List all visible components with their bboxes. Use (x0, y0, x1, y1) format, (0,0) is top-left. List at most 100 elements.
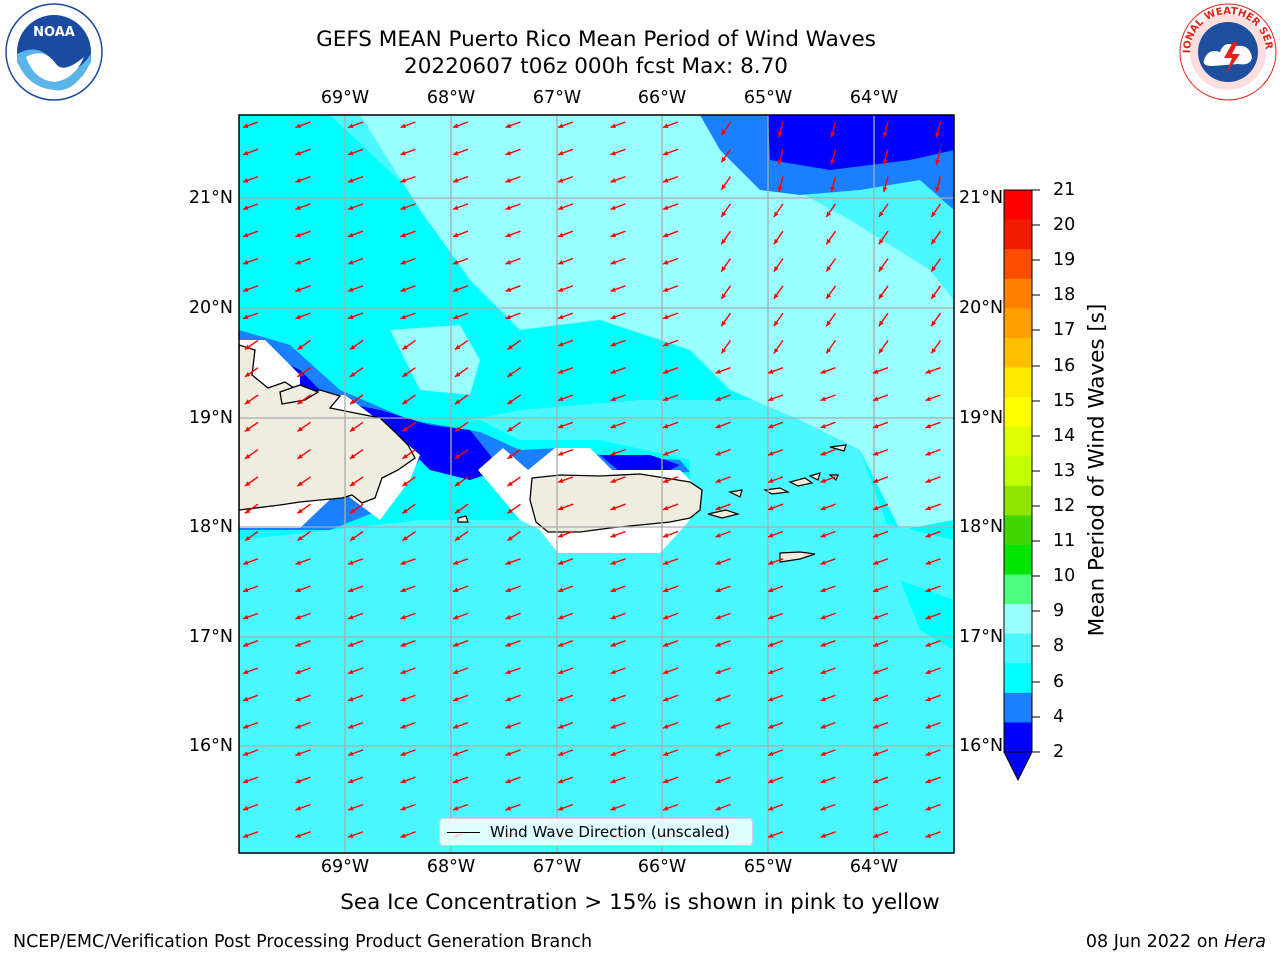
wind-wave-vector-head (931, 238, 937, 245)
land-hispaniola (239, 344, 416, 511)
wind-wave-vector-head (557, 232, 564, 238)
wind-wave-vector-head (452, 560, 459, 565)
wind-wave-vector-head (452, 778, 459, 784)
wind-wave-vector-head (826, 211, 832, 218)
wind-wave-vector-head (297, 481, 303, 487)
wind-wave-vector-head (872, 423, 879, 429)
wind-wave-vector-head (826, 348, 832, 354)
map-legend: Wind Wave Direction (unscaled) (439, 818, 753, 846)
wind-wave-vector-head (242, 614, 249, 620)
lon-label: 67°W (532, 857, 582, 877)
wind-wave-vector-head (347, 232, 354, 238)
wind-wave-vector-head (242, 778, 249, 784)
colorbar-tick: 21 (1053, 180, 1076, 200)
wind-wave-vector-head (400, 614, 406, 620)
wind-wave-vector-head (242, 806, 249, 811)
wind-wave-vector-head (662, 778, 669, 784)
colorbar-segment (1004, 544, 1032, 576)
wind-wave-vector-head (505, 123, 511, 129)
wind-wave-vector-head (402, 453, 408, 459)
wind-wave-vector-head (872, 696, 879, 702)
wind-wave-vector-head (610, 533, 616, 538)
footer-host: Hera (1224, 932, 1266, 952)
colorbar-under-arrow (1003, 751, 1033, 782)
wind-wave-vector-head (557, 205, 564, 210)
wind-wave-vector-head (347, 778, 354, 784)
wind-wave-vector-head (349, 453, 356, 459)
wind-wave-vector-head (826, 238, 832, 245)
wind-wave-vector-head (715, 806, 721, 811)
wind-wave-vector-head (878, 293, 884, 299)
colorbar-tick: 2 (1053, 742, 1065, 762)
wind-wave-vector-head (507, 453, 513, 459)
wind-wave-vector-head (767, 451, 774, 456)
wind-wave-vector-head (452, 178, 459, 183)
wind-wave-vectors (242, 121, 942, 838)
lon-label: 66°W (637, 857, 687, 877)
wind-wave-vector-head (347, 806, 354, 811)
wind-wave-vector-head (610, 505, 616, 511)
lat-label: 17°N (959, 627, 1004, 647)
wind-wave-vector-head (662, 560, 669, 565)
legend-line-swatch (447, 831, 480, 833)
wind-wave-vector-head (402, 399, 408, 405)
wind-wave-vector-head (715, 751, 721, 756)
sea-ice-note: Sea Ice Concentration > 15% is shown in … (340, 890, 940, 915)
wind-wave-vector-head (662, 642, 669, 647)
wind-wave-vector-head (295, 587, 301, 593)
lon-label: 65°W (743, 857, 793, 877)
wind-wave-vector-head (244, 535, 251, 541)
wind-wave-vector-head (925, 778, 931, 784)
wind-wave-vector-head (610, 369, 616, 374)
wind-wave-vector-head (610, 806, 616, 811)
wind-wave-vector-head (347, 560, 354, 565)
wind-wave-vector-head (715, 669, 721, 675)
wind-wave-vector-head (610, 287, 616, 292)
wind-wave-vector-head (878, 320, 884, 327)
wind-wave-vector-head (662, 123, 669, 129)
wind-wave-vector-head (297, 372, 303, 377)
lat-label: 16°N (959, 736, 1004, 756)
wind-wave-vector-head (662, 150, 669, 156)
wind-wave-vector-head (872, 642, 879, 647)
colorbar-segment (1004, 219, 1032, 250)
wind-wave-vector-head (295, 287, 301, 292)
wind-wave-vector-head (662, 287, 669, 292)
wind-wave-vector-head (610, 150, 616, 156)
wind-wave-vector-head (820, 696, 826, 702)
wind-wave-vector-head (244, 426, 251, 432)
lon-label: 67°W (532, 88, 582, 108)
wind-wave-vector-head (557, 314, 564, 320)
wind-wave-vector-head (773, 211, 779, 218)
wind-wave-vector-head (872, 451, 879, 456)
colorbar-tick: 13 (1053, 461, 1076, 481)
wind-wave-vector-head (295, 232, 301, 238)
wind-wave-vector-head (872, 587, 879, 593)
wind-wave-vector-head (715, 533, 721, 538)
wind-wave-vector-head (452, 614, 459, 620)
lat-label: 20°N (188, 298, 233, 318)
colorbar-segment (1004, 722, 1032, 753)
wind-wave-vector-head (931, 348, 937, 354)
lat-label: 20°N (959, 298, 1004, 318)
footer-date: 08 Jun 2022 on Hera (1086, 932, 1266, 952)
wind-wave-vector-head (767, 369, 774, 374)
lon-label: 68°W (426, 88, 476, 108)
wind-wave-vector-head (400, 587, 406, 593)
wind-wave-vector-head (820, 587, 826, 593)
wind-wave-vector-head (557, 260, 564, 265)
wind-wave-vector-head (557, 423, 564, 429)
wind-wave-vector-head (773, 266, 779, 272)
wind-wave-vector-head (557, 396, 564, 402)
wind-wave-vector-head (400, 696, 406, 702)
wind-wave-vector-head (715, 560, 721, 565)
colorbar-segment (1004, 663, 1032, 694)
graticule (239, 115, 954, 853)
wind-wave-vector-head (820, 669, 826, 675)
wind-wave-vector-head (925, 396, 931, 402)
wind-wave-vector-head (505, 806, 511, 811)
colorbar-segment (1004, 367, 1032, 398)
lon-label: 69°W (320, 857, 370, 877)
wind-wave-vector-head (662, 205, 669, 210)
wind-wave-vector-head (925, 751, 931, 756)
